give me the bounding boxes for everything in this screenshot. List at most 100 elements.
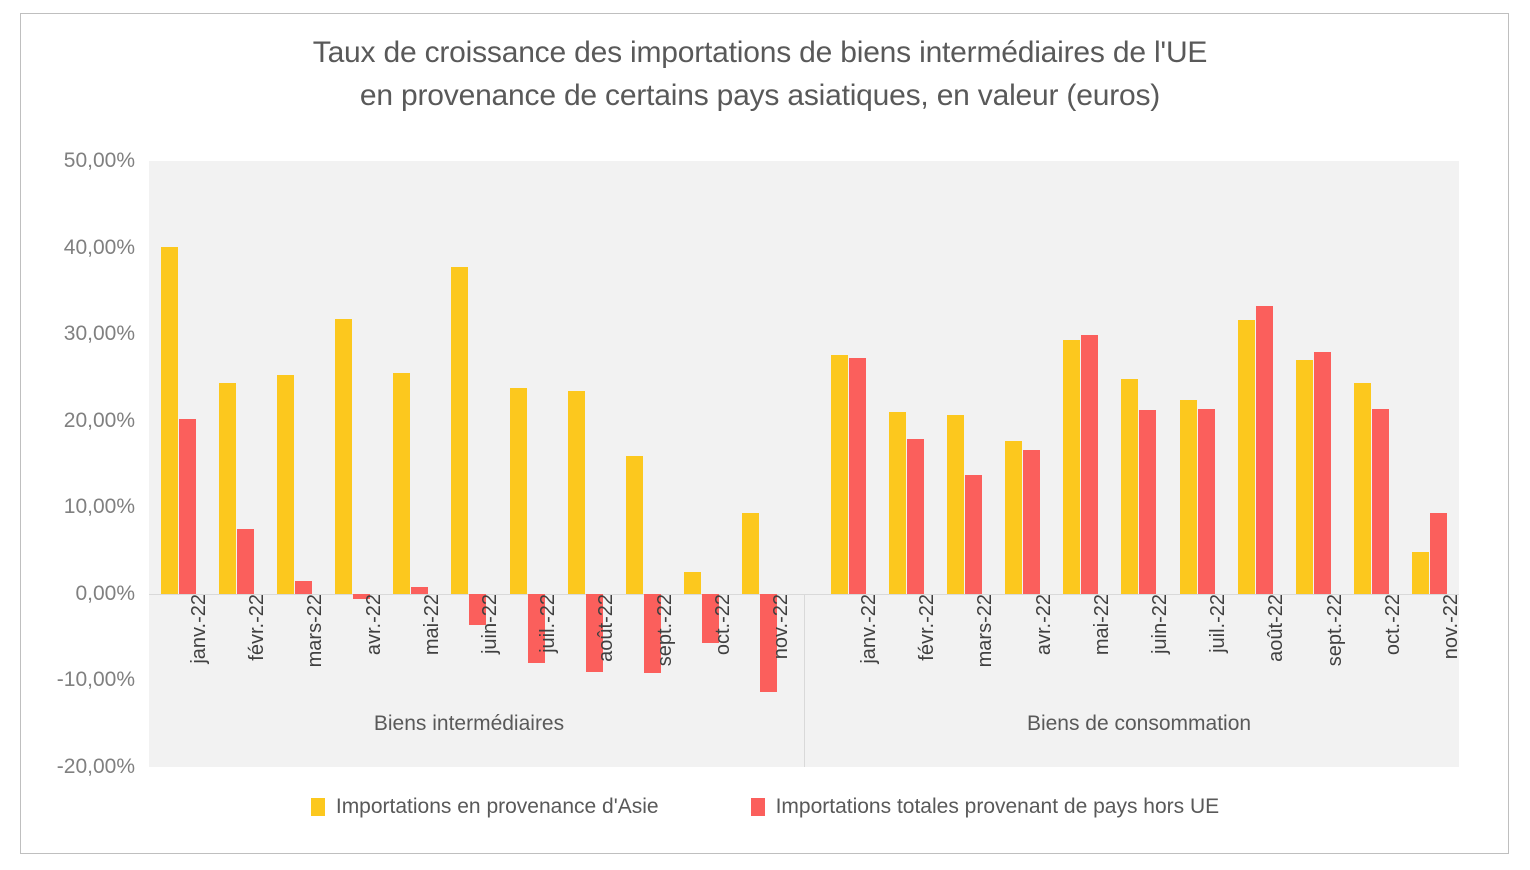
plot-area	[149, 161, 1459, 767]
bar-group	[1168, 161, 1226, 767]
chart-title-line-2: en provenance de certains pays asiatique…	[359, 78, 1161, 112]
bar-nonasia	[1255, 306, 1273, 594]
bar-asia	[1179, 399, 1197, 594]
bars-layer	[149, 161, 1459, 767]
x-axis-tick-label: oct.-22	[711, 594, 734, 656]
bar-group	[614, 161, 672, 767]
bar-nonasia	[906, 438, 924, 594]
bar-nonasia	[1023, 450, 1041, 594]
bar-asia	[218, 383, 236, 594]
y-axis-tick: 30,00%	[63, 322, 135, 346]
bar-nonasia	[1314, 352, 1332, 594]
x-axis-tick-label: févr.-22	[916, 594, 939, 661]
bar-nonasia	[411, 586, 429, 594]
bar-asia	[160, 246, 178, 594]
group-label: Biens intermédiaires	[373, 712, 565, 735]
x-axis-tick-label: juil.-22	[537, 594, 560, 653]
bar-asia	[276, 374, 294, 594]
bar-asia	[684, 572, 702, 594]
bar-nonasia	[702, 593, 720, 644]
bar-group	[382, 161, 440, 767]
x-axis-tick-label: mars-22	[304, 594, 327, 668]
bar-asia	[946, 414, 964, 594]
chart-legend: Importations en provenance d'Asie Importa…	[0, 795, 1530, 819]
bar-group	[1401, 161, 1459, 767]
x-axis-labels: janv.-22 févr.-22 mars-22 avr.-22 mai-22 juin…	[149, 594, 1462, 706]
chart-title-line-1: Taux de croissance des importations de b…	[312, 36, 1208, 69]
bar-group	[673, 161, 731, 767]
legend-item[interactable]: Importations en provenance d'Asie	[310, 795, 659, 819]
bar-nonasia	[644, 593, 662, 674]
bar-nonasia	[585, 593, 603, 672]
legend-item[interactable]: Importations totales provenant de pays h…	[750, 795, 1220, 819]
bar-group	[498, 161, 556, 767]
bar-group	[819, 161, 877, 767]
x-axis-tick-label: août-22	[1265, 594, 1288, 662]
y-axis-tick: 20,00%	[63, 408, 135, 432]
x-axis-tick-label: juin-22	[1149, 594, 1171, 655]
bar-nonasia	[236, 528, 254, 594]
legend-swatch-icon	[310, 798, 325, 816]
x-axis-tick-label: août-22	[595, 594, 618, 662]
x-axis-tick-label: mai-22	[420, 594, 443, 656]
bar-group	[1226, 161, 1284, 767]
bar-asia	[567, 391, 585, 594]
bar-nonasia	[353, 593, 371, 600]
legend-swatch-icon	[750, 798, 765, 816]
bar-asia	[509, 387, 527, 594]
legend-label: Importations en provenance d'Asie	[335, 795, 659, 818]
y-axis-tick: 10,00%	[63, 495, 135, 519]
bar-asia	[830, 354, 848, 594]
bar-group	[207, 161, 265, 767]
bar-group	[935, 161, 993, 767]
bar-asia	[1005, 441, 1023, 594]
bar-asia	[451, 266, 469, 594]
x-axis-tick-label: nov.-22	[769, 594, 792, 660]
chart-title: Taux de croissance des importations de b…	[60, 32, 1460, 117]
bar-nonasia	[294, 580, 312, 594]
group-divider	[804, 593, 805, 767]
bar-group	[1052, 161, 1110, 767]
x-axis-tick-label: févr.-22	[246, 594, 269, 661]
bar-asia	[742, 513, 760, 594]
bar-nonasia	[1372, 409, 1390, 594]
x-axis-tick-label: oct.-22	[1381, 594, 1404, 656]
x-axis-tick-label: janv.-22	[188, 594, 211, 664]
group-label: Biens de consommation	[1026, 712, 1252, 735]
legend-label: Importations totales provenant de pays h…	[775, 795, 1220, 818]
bar-nonasia	[1197, 408, 1215, 594]
y-axis-tick: 40,00%	[63, 235, 135, 259]
bar-asia	[335, 318, 353, 594]
bar-asia	[1237, 320, 1255, 594]
bar-group	[440, 161, 498, 767]
y-axis-tick: 50,00%	[63, 149, 135, 172]
x-axis-tick-label: sept.-22	[1323, 594, 1346, 667]
y-axis-tick: 0,00%	[75, 581, 135, 605]
x-axis-tick-label: nov.-22	[1439, 594, 1462, 660]
bar-group	[877, 161, 935, 767]
bar-nonasia	[178, 418, 196, 594]
bar-asia	[1296, 360, 1314, 594]
bar-nonasia	[1081, 335, 1099, 594]
bar-nonasia	[760, 593, 778, 692]
bar-nonasia	[469, 593, 487, 625]
group-label-divider	[804, 696, 805, 744]
x-axis-tick-label: janv.-22	[858, 594, 881, 664]
bar-group	[556, 161, 614, 767]
bar-group	[731, 161, 789, 767]
x-axis-tick-label: juin-22	[479, 594, 501, 655]
bar-asia	[626, 456, 644, 594]
x-axis-tick-label: avr.-22	[1032, 594, 1055, 656]
bar-asia	[1412, 552, 1430, 594]
x-axis-tick-label: juil.-22	[1207, 594, 1230, 653]
bar-asia	[1063, 340, 1081, 594]
bar-group	[1110, 161, 1168, 767]
bar-asia	[888, 412, 906, 594]
x-axis-tick-label: mai-22	[1090, 594, 1113, 656]
y-axis-tick: -20,00%	[56, 755, 135, 778]
bar-asia	[1121, 379, 1139, 594]
bar-group	[994, 161, 1052, 767]
x-axis-tick-label: mars-22	[974, 594, 997, 668]
y-axis: 50,00% 40,00% 30,00% 20,00% 10,00% 0,00% -10,0…	[30, 149, 135, 778]
